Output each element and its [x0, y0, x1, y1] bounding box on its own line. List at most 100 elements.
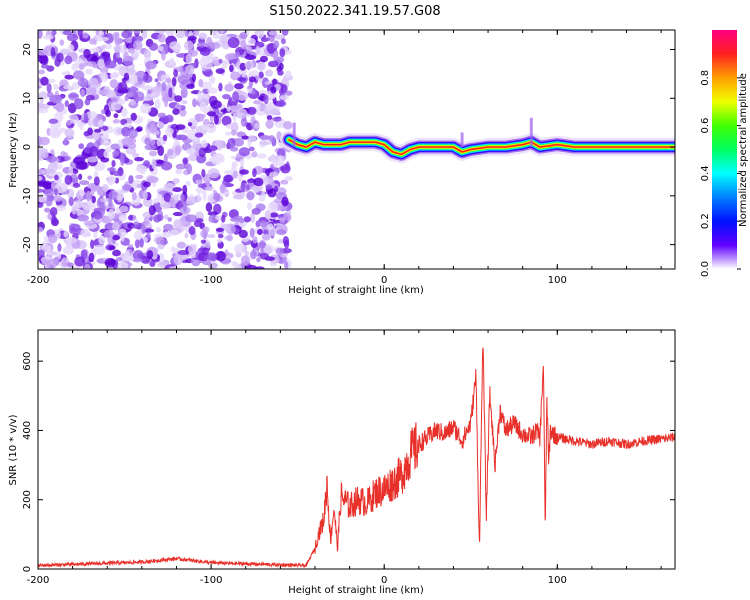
noise-blob [160, 239, 169, 245]
noise-blob [128, 175, 134, 184]
noise-blob [100, 44, 106, 50]
noise-blob [244, 61, 255, 70]
noise-blob [230, 71, 241, 81]
snr-x-tick-label: -100 [200, 575, 223, 586]
noise-blob [151, 158, 157, 170]
noise-blob [168, 87, 173, 98]
noise-blob [195, 218, 204, 223]
noise-blob [205, 123, 217, 134]
noise-blob [202, 247, 209, 256]
noise-blob [234, 243, 246, 254]
noise-blob [268, 30, 278, 36]
noise-blob [117, 57, 123, 65]
noise-blob [130, 74, 138, 84]
noise-blob [233, 262, 239, 269]
noise-blob [157, 145, 165, 157]
noise-blob [49, 127, 61, 139]
noise-blob [133, 230, 143, 240]
noise-blob [136, 126, 143, 132]
noise-blob [51, 30, 57, 36]
noise-blob [236, 91, 249, 101]
noise-blob [131, 191, 137, 201]
noise-blob [239, 62, 247, 71]
noise-blob [61, 71, 71, 76]
noise-blob [256, 257, 261, 263]
noise-blob [117, 261, 129, 269]
noise-blob [125, 147, 137, 155]
noise-blob [185, 180, 191, 187]
spectrogram-x-ticks: -200 -100 0 100 [27, 30, 662, 286]
noise-blob [171, 76, 177, 87]
noise-blob [47, 234, 58, 244]
noise-blob [71, 82, 80, 90]
colorbar-tick-label: 0.4 [700, 165, 711, 181]
noise-blob [64, 155, 72, 161]
noise-blob [230, 129, 237, 136]
noise-blob [279, 88, 284, 95]
noise-blob [154, 30, 167, 34]
noise-blob [73, 200, 84, 209]
noise-blob [240, 40, 247, 50]
noise-blob [74, 256, 85, 267]
noise-blob [132, 258, 143, 263]
noise-blob [136, 164, 147, 173]
noise-blob [98, 235, 106, 245]
noise-blob [232, 113, 237, 122]
noise-blob [72, 182, 81, 188]
noise-blob [221, 214, 226, 223]
noise-blob [88, 38, 97, 45]
noise-blob [285, 90, 293, 96]
noise-blob [257, 30, 265, 38]
snr-x-label: Height of straight line (km) [288, 585, 424, 596]
noise-blob [131, 35, 144, 43]
noise-blob [177, 75, 189, 84]
noise-blob [212, 56, 220, 62]
noise-blob [202, 190, 207, 201]
noise-blob [68, 166, 74, 176]
noise-blob [68, 92, 79, 101]
noise-blob [234, 83, 244, 90]
noise-blob [85, 68, 93, 75]
noise-blob [197, 90, 203, 102]
noise-blob [107, 208, 116, 220]
noise-blob [243, 216, 252, 223]
noise-blob [235, 108, 248, 120]
noise-blob [77, 30, 83, 37]
spectrogram-x-label: Height of straight line (km) [288, 285, 424, 296]
noise-blob [112, 234, 120, 241]
noise-blob [45, 155, 58, 163]
noise-blob [226, 106, 231, 112]
noise-blob [219, 30, 225, 34]
noise-blob [258, 195, 265, 202]
noise-blob [148, 42, 159, 51]
noise-blob [219, 183, 226, 194]
noise-blob [255, 220, 261, 228]
noise-blob [69, 223, 81, 232]
noise-blob [284, 261, 289, 269]
noise-blob [93, 47, 99, 53]
noise-blob [224, 53, 234, 61]
noise-blob [240, 117, 248, 127]
noise-blob [207, 234, 216, 239]
noise-blob [99, 72, 109, 82]
noise-blob [246, 135, 257, 143]
noise-blob [60, 150, 66, 157]
noise-blob [84, 263, 91, 269]
noise-blob [142, 228, 155, 233]
snr-y-tick-label: 400 [22, 421, 33, 440]
noise-blob [185, 64, 195, 75]
noise-blob [85, 86, 97, 97]
noise-blob [67, 44, 75, 53]
noise-blob [160, 49, 166, 61]
noise-blob [115, 207, 120, 215]
noise-blob [124, 94, 130, 102]
spectrogram-y-tick-label: 10 [22, 92, 33, 105]
noise-blob [245, 184, 250, 191]
noise-blob [90, 239, 95, 250]
noise-blob [142, 74, 153, 83]
noise-blob [149, 123, 158, 133]
noise-blob [248, 146, 255, 152]
noise-blob [83, 112, 89, 124]
noise-blob [55, 101, 65, 113]
noise-blob [187, 35, 197, 41]
